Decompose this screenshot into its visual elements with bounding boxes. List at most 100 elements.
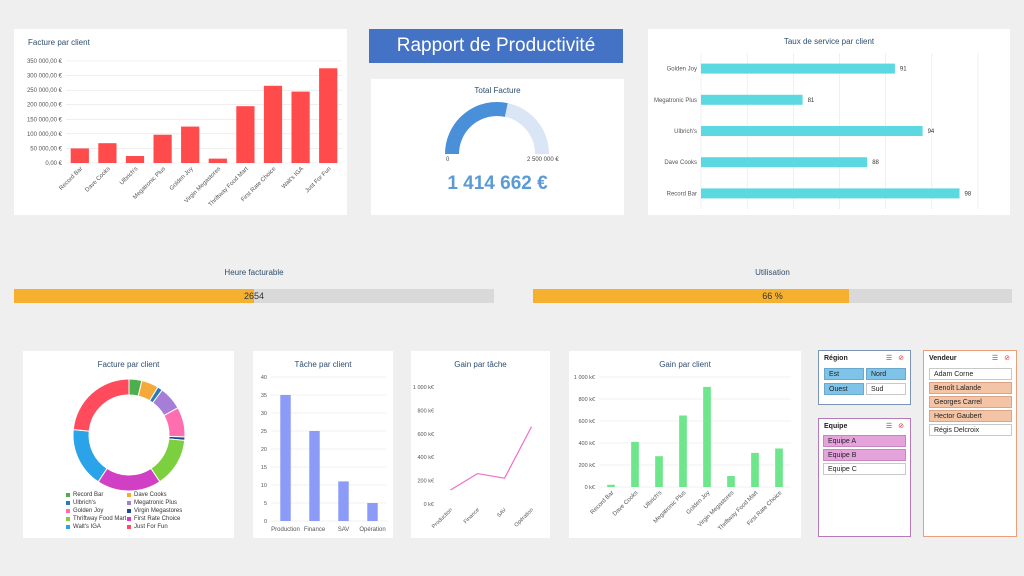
y-tick-label: 50 000,00 €	[30, 146, 62, 152]
total-facture-panel: Total Facture 0 2 500 000 €	[371, 79, 624, 215]
bar	[208, 158, 227, 163]
y-tick-label: 800 k€	[578, 397, 595, 403]
legend-swatch	[127, 509, 131, 513]
legend-label: Megatronic Plus	[134, 500, 178, 506]
y-tick-label: 250 000,00 €	[27, 88, 63, 94]
vendeur-item-benoit[interactable]: Benoît Lalande	[929, 382, 1012, 394]
vendeur-item-hector[interactable]: Hector Gaubert	[929, 410, 1012, 422]
y-tick-label: 1 000 k€	[413, 385, 434, 391]
gauge-max-label: 2 500 000 €	[527, 157, 559, 163]
x-tick-label: Dave Cooks	[612, 490, 639, 517]
y-tick-label: 0	[264, 519, 267, 525]
data-label: 91	[900, 67, 907, 73]
x-tick-label: Golden Joy	[686, 490, 712, 516]
legend-swatch	[66, 501, 70, 505]
heure-progress-fill	[14, 289, 254, 303]
vendeur-item-adam[interactable]: Adam Corne	[929, 368, 1012, 380]
tache-title: Tâche par client	[294, 360, 352, 369]
equipe-slicer-title: Equipe	[824, 423, 848, 430]
legend-swatch	[66, 509, 70, 513]
region-item-nord[interactable]: Nord	[866, 368, 906, 380]
bar	[631, 441, 639, 487]
donut-slice	[72, 378, 130, 432]
gain-tache-chart: 0 k€ 200 k€ 400 k€ 600 k€ 800 k€ 1 000 k€ Prod…	[413, 385, 535, 530]
y-tick-label: Record Bar	[667, 191, 697, 197]
equipe-item-a[interactable]: Equipe A	[823, 435, 906, 447]
legend-item: Dave Cooks	[127, 492, 167, 498]
bar	[703, 386, 711, 487]
y-tick-label: 5	[264, 501, 267, 507]
total-facture-gauge	[445, 102, 549, 155]
bar	[701, 94, 803, 105]
legend-swatch	[66, 517, 70, 521]
legend-swatch	[66, 493, 70, 497]
legend-label: Record Bar	[73, 492, 104, 498]
y-tick-label: 200 k€	[578, 463, 595, 469]
clear-filter-icon[interactable]: ⊘	[1004, 355, 1010, 362]
multi-select-icon[interactable]: ☰	[885, 355, 893, 362]
vendeur-slicer: Vendeur ☰ ⊘ Adam Corne Benoît Lalande Geo…	[923, 350, 1017, 537]
legend-swatch	[127, 525, 131, 529]
legend-swatch	[127, 517, 131, 521]
service-panel: Taux de service par client Golden Joy 91 M…	[648, 29, 1010, 215]
vendeur-item-georges[interactable]: Georges Carrel	[929, 396, 1012, 408]
bar	[98, 143, 117, 163]
legend-label: Thriftway Food Mart	[73, 516, 127, 522]
legend-label: Walt's IGA	[73, 524, 101, 530]
vendeur-item-regis[interactable]: Régis Delcroix	[929, 424, 1012, 436]
x-tick-label: SAV	[496, 507, 508, 519]
bar	[751, 452, 759, 487]
y-tick-label: Ulbrich's	[674, 129, 697, 135]
utilisation-value: 66 %	[762, 291, 783, 301]
bar	[775, 448, 783, 487]
legend-item: Ulbrich's	[66, 500, 96, 506]
bar	[280, 395, 291, 521]
bar	[338, 481, 349, 521]
x-tick-label: Opération	[359, 527, 385, 533]
equipe-slicer: Equipe ☰ ⊘ Equipe A Equipe B Equipe C	[818, 418, 911, 537]
y-tick-label: 100 000,00 €	[27, 132, 63, 138]
total-facture-title: Total Facture	[474, 86, 521, 95]
report-title: Rapport de Productivité	[369, 29, 623, 63]
x-tick-label: Dave Cooks	[84, 166, 111, 193]
donut-slice	[97, 467, 161, 492]
legend-label: Just For Fun	[134, 524, 168, 530]
region-item-sud[interactable]: Sud	[866, 383, 906, 395]
vendeur-slicer-title: Vendeur	[929, 355, 957, 362]
x-tick-label: Production	[431, 507, 454, 530]
bar	[125, 156, 145, 163]
y-tick-label: 20	[261, 447, 267, 453]
bar	[679, 415, 687, 487]
y-tick-label: 0 k€	[585, 485, 595, 491]
data-label: 98	[965, 191, 972, 197]
region-item-ouest[interactable]: Ouest	[824, 383, 864, 395]
y-tick-label: 800 k€	[417, 408, 434, 414]
gain-tache-title: Gain par tâche	[454, 360, 507, 369]
x-tick-label: Finance	[463, 507, 481, 525]
y-tick-label: 200 000,00 €	[27, 103, 63, 109]
clear-filter-icon[interactable]: ⊘	[898, 423, 904, 430]
legend-item: First Rate Choice	[127, 516, 180, 522]
x-tick-label: Ulbrich's	[643, 490, 663, 510]
legend-swatch	[127, 501, 131, 505]
legend-label: Dave Cooks	[134, 492, 167, 498]
y-tick-label: 30	[261, 411, 267, 417]
bar	[263, 85, 283, 163]
y-tick-label: 1 000 k€	[574, 375, 595, 381]
gain-client-panel: Gain par client 0 k€ 200 k€ 400 k€ 600 k€ 80…	[569, 351, 801, 538]
y-tick-label: 0 k€	[424, 502, 434, 508]
gauge-fill	[445, 102, 508, 155]
clear-filter-icon[interactable]: ⊘	[898, 355, 904, 362]
multi-select-icon[interactable]: ☰	[991, 355, 999, 362]
gain-tache-panel: Gain par tâche 0 k€ 200 k€ 400 k€ 600 k€ 800…	[411, 351, 550, 538]
x-tick-label: Ulbrich's	[119, 166, 139, 186]
equipe-item-c[interactable]: Equipe C	[823, 463, 906, 475]
multi-select-icon[interactable]: ☰	[885, 423, 893, 430]
utilisation-progress-fill	[533, 289, 850, 303]
bar	[70, 148, 89, 163]
bar	[153, 134, 172, 163]
equipe-item-b[interactable]: Equipe B	[823, 449, 906, 461]
x-tick-label: Production	[271, 527, 300, 533]
region-item-est[interactable]: Est	[824, 368, 864, 380]
y-tick-label: 40	[261, 375, 267, 381]
